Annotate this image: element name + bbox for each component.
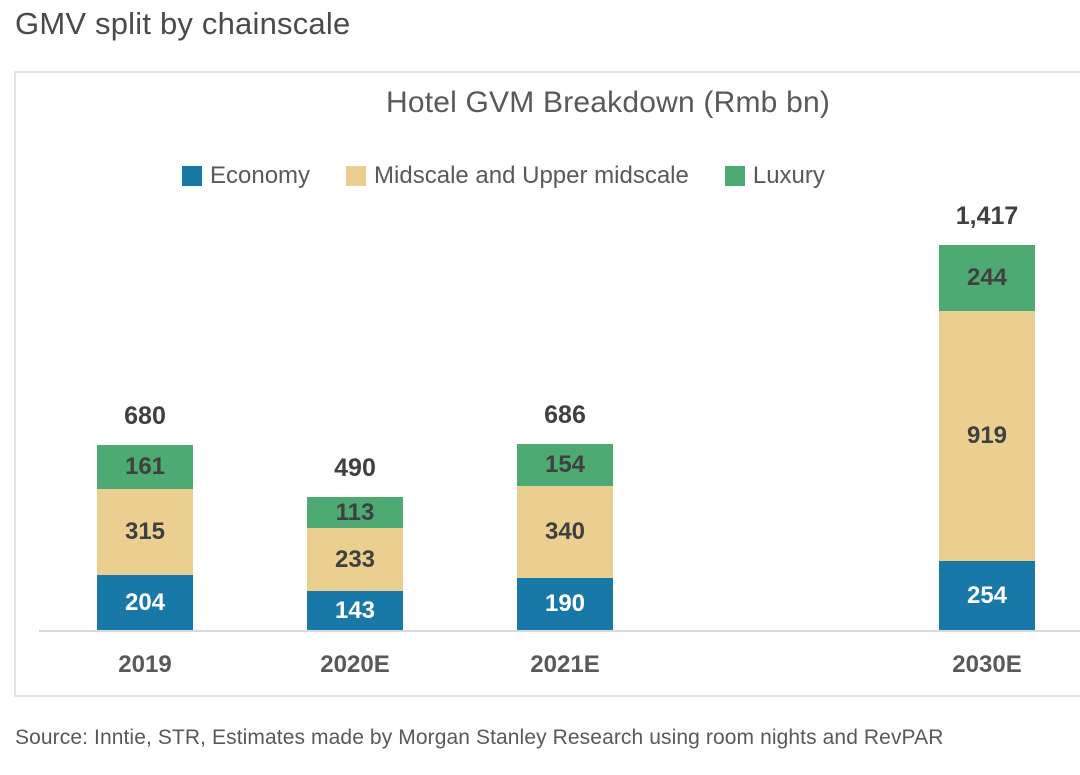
bar-2020e-segment-midscale-and-upper-midscale: 233 [307, 528, 403, 591]
legend-label: Economy [210, 162, 311, 189]
chart-legend: Economy Midscale and Upper midscale Luxury [182, 162, 825, 190]
bar-2020e-segment-luxury: 113 [307, 497, 403, 528]
bar-2021e-segment-economy: 190 [517, 578, 613, 630]
chart-title: Hotel GVM Breakdown (Rmb bn) [385, 86, 831, 119]
bar-total-label-2020e: 490 [334, 454, 376, 482]
legend-item-luxury: Luxury [724, 162, 825, 190]
x-axis-line [39, 630, 1080, 632]
bar-2030e-segment-luxury: 244 [939, 245, 1035, 311]
bar-segment-label: 233 [334, 545, 376, 573]
x-axis-label-2021e: 2021E [530, 651, 600, 678]
bar-segment-label: 190 [544, 590, 586, 617]
x-axis-label-2030e: 2030E [952, 651, 1022, 678]
bar-total-label-2021e: 686 [544, 401, 586, 429]
legend-swatch-economy [182, 166, 202, 186]
page-title: GMV split by chainscale [15, 6, 351, 41]
bar-segment-label: 919 [966, 422, 1008, 449]
bar-total-label-2019: 680 [124, 402, 166, 430]
legend-label: Midscale and Upper midscale [374, 162, 689, 189]
x-axis-label-2019: 2019 [118, 651, 172, 678]
legend-label: Luxury [752, 162, 825, 189]
bar-segment-label: 143 [334, 596, 376, 624]
x-axis-label-2020e: 2020E [320, 651, 390, 678]
bar-2020e-segment-economy: 143 [307, 591, 403, 630]
bar-segment-label: 340 [544, 518, 586, 545]
bar-segment-label: 244 [966, 264, 1008, 291]
source-note: Source: Inntie, STR, Estimates made by M… [15, 726, 944, 749]
legend-item-midscale-and-upper-midscale: Midscale and Upper midscale [346, 162, 689, 190]
bar-segment-label: 254 [966, 581, 1008, 609]
bar-2021e-segment-luxury: 154 [517, 444, 613, 486]
bar-2019-segment-luxury: 161 [97, 445, 193, 489]
bar-2019-segment-midscale-and-upper-midscale: 315 [97, 489, 193, 575]
bar-2021e-segment-midscale-and-upper-midscale: 340 [517, 486, 613, 578]
bar-segment-label: 204 [124, 588, 166, 616]
bar-segment-label: 161 [124, 453, 166, 480]
bar-segment-label: 315 [124, 518, 166, 545]
bar-2019-segment-economy: 204 [97, 575, 193, 630]
legend-swatch-midscale-and-upper-midscale [346, 166, 367, 186]
bar-total-label-2030e: 1,417 [955, 202, 1019, 230]
bar-segment-label: 113 [335, 498, 375, 526]
legend-swatch-luxury [724, 166, 745, 186]
bar-segment-label: 154 [544, 451, 586, 478]
bar-2030e-segment-economy: 254 [939, 561, 1035, 630]
legend-item-economy: Economy [182, 162, 310, 190]
bar-2030e-segment-midscale-and-upper-midscale: 919 [939, 311, 1035, 561]
